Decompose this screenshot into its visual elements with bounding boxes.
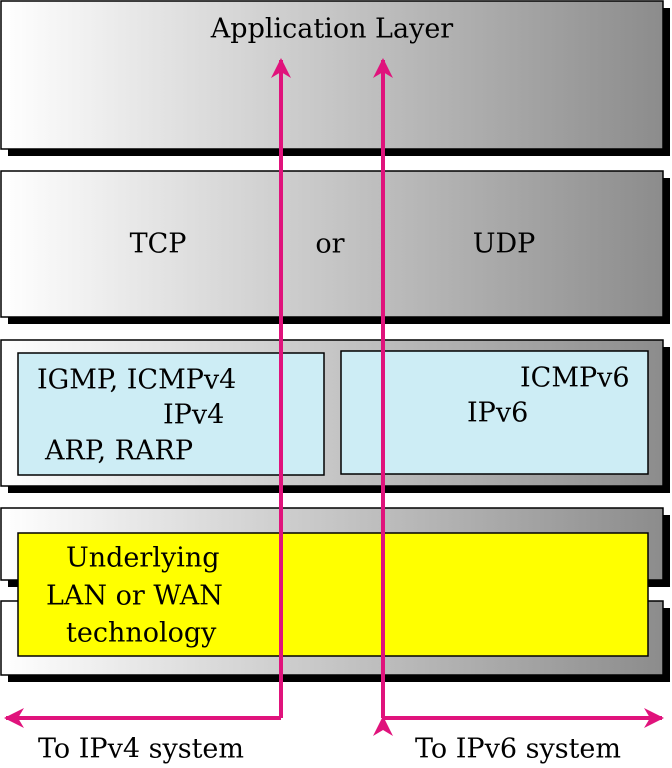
arrows <box>4 58 664 736</box>
link-label: Underlying <box>66 543 220 574</box>
connector-label: or <box>315 229 344 260</box>
output-label: To IPv4 system <box>38 734 244 765</box>
link-label: LAN or WAN <box>46 581 223 612</box>
protocol-label: ARP, RARP <box>44 436 193 467</box>
protocol-label: UDP <box>473 229 536 260</box>
protocol-label: IPv6 <box>467 398 528 429</box>
protocol-label: ICMPv6 <box>520 363 630 394</box>
link-label: technology <box>66 618 217 649</box>
output-label: To IPv6 system <box>415 734 621 765</box>
protocol-label: IPv4 <box>163 400 224 431</box>
layer-boxes <box>0 0 670 682</box>
protocol-label: IGMP, ICMPv4 <box>37 365 236 396</box>
protocol-label: TCP <box>130 229 187 260</box>
layer-label: Application Layer <box>210 14 454 45</box>
